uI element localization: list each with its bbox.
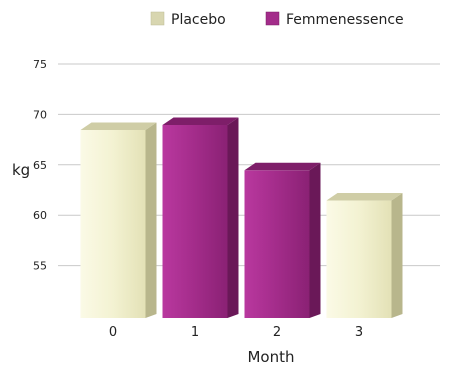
- bar-front: [326, 200, 392, 318]
- x-axis-label: Month: [247, 348, 294, 366]
- y-tick-label: 75: [33, 58, 47, 71]
- bar-side: [227, 117, 239, 318]
- bar-2: [244, 162, 321, 318]
- bar-top: [162, 117, 239, 125]
- x-tick-label: 0: [109, 325, 117, 340]
- bar-side: [145, 122, 157, 318]
- x-tick-label: 2: [273, 325, 281, 340]
- y-tick-label: 55: [33, 260, 47, 273]
- legend-label-placebo: Placebo: [171, 12, 226, 28]
- y-tick-label: 60: [33, 209, 47, 222]
- y-tick-label: 70: [33, 108, 47, 121]
- bar-top: [80, 122, 157, 130]
- x-axis-ticks: 0 1 2 3: [109, 325, 363, 340]
- bar-1: [162, 117, 239, 318]
- y-axis-ticks: 55 60 65 70 75: [33, 58, 47, 273]
- bars: [80, 117, 403, 318]
- bar-top: [326, 193, 403, 201]
- bar-top: [244, 162, 321, 171]
- bar-front: [244, 170, 310, 318]
- legend-label-femmenessence: Femmenessence: [286, 12, 404, 28]
- y-axis-label: kg: [12, 161, 30, 179]
- x-tick-label: 1: [191, 325, 199, 340]
- bar-side: [391, 193, 403, 318]
- bar-front: [80, 129, 146, 318]
- bar-side: [309, 162, 321, 318]
- bar-0: [80, 122, 157, 318]
- bar-front: [162, 124, 228, 318]
- bar-3: [326, 193, 403, 318]
- legend-swatch-femmenessence: [265, 11, 280, 26]
- legend-swatch-placebo: [150, 11, 165, 26]
- y-tick-label: 65: [33, 159, 47, 172]
- x-tick-label: 3: [355, 325, 363, 340]
- legend: Placebo Femmenessence: [150, 11, 404, 28]
